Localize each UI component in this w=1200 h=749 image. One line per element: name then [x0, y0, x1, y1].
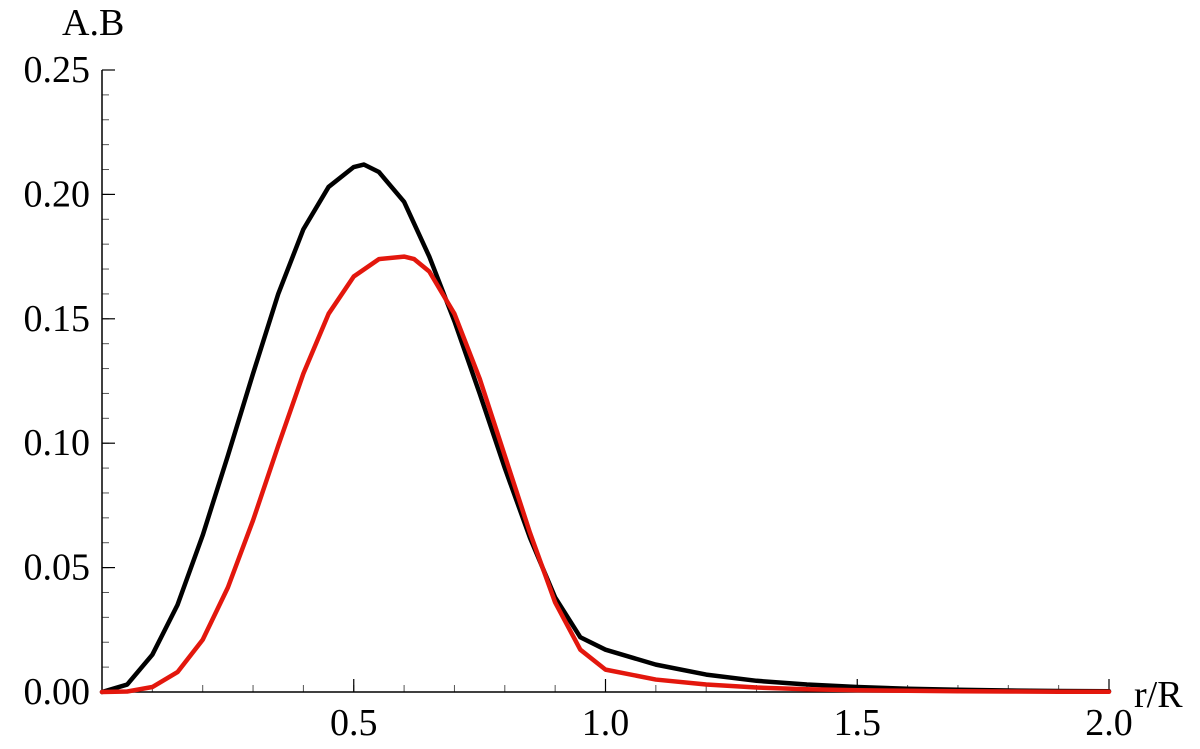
y-tick-label: 0.20: [24, 173, 91, 215]
x-tick-label: 0.5: [330, 702, 378, 744]
y-tick-label: 0.05: [24, 547, 91, 589]
y-axis-title: A.B: [62, 2, 124, 44]
series-line-1: [99, 162, 1112, 695]
y-tick-label: 0.00: [24, 671, 91, 713]
x-tick-label: 2.0: [1085, 702, 1133, 744]
series-line-2: [99, 254, 1112, 695]
y-tick-label: 0.25: [24, 49, 91, 91]
y-tick-label: 0.15: [24, 298, 91, 340]
series-layer: [99, 162, 1112, 695]
x-tick-label: 1.0: [582, 702, 630, 744]
y-tick-label: 0.10: [24, 422, 91, 464]
tick-labels: 0.5 1.0 1.5 2.0 0.00 0.05 0.10 0.15 0.20 0.25: [24, 49, 1133, 744]
x-tick-label: 1.5: [834, 702, 882, 744]
x-axis-title: r/R: [1134, 674, 1183, 716]
